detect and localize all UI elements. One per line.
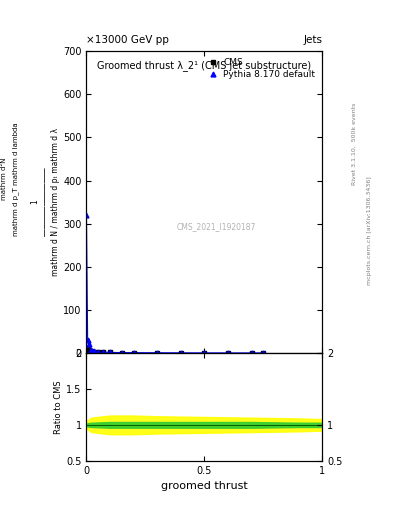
CMS bbox=[119, 350, 124, 356]
Y-axis label: Ratio to CMS: Ratio to CMS bbox=[55, 380, 63, 434]
CMS bbox=[202, 350, 207, 356]
Pythia 8.170 default bbox=[226, 350, 230, 356]
CMS bbox=[249, 350, 254, 356]
Pythia 8.170 default bbox=[261, 350, 266, 356]
CMS bbox=[96, 349, 101, 355]
CMS bbox=[261, 350, 266, 356]
Text: Groomed thrust λ_2¹ (CMS jet substructure): Groomed thrust λ_2¹ (CMS jet substructur… bbox=[97, 60, 311, 71]
Pythia 8.170 default bbox=[86, 342, 91, 348]
Pythia 8.170 default bbox=[155, 350, 160, 356]
Pythia 8.170 default bbox=[178, 350, 183, 356]
Y-axis label: 1
―――――――――
mathrm d N / mathrm d pₜ mathrm d λ: 1 ――――――――― mathrm d N / mathrm d pₜ mat… bbox=[31, 128, 60, 276]
CMS bbox=[226, 350, 230, 356]
X-axis label: groomed thrust: groomed thrust bbox=[161, 481, 248, 491]
CMS bbox=[86, 347, 91, 353]
Pythia 8.170 default bbox=[96, 349, 101, 355]
Text: Jets: Jets bbox=[303, 35, 322, 45]
Pythia 8.170 default bbox=[131, 350, 136, 356]
Pythia 8.170 default bbox=[119, 350, 124, 356]
CMS bbox=[91, 349, 96, 355]
CMS bbox=[178, 350, 183, 356]
Pythia 8.170 default bbox=[101, 349, 105, 355]
CMS bbox=[89, 348, 94, 354]
Text: Rivet 3.1.10,  500k events: Rivet 3.1.10, 500k events bbox=[352, 102, 357, 184]
CMS bbox=[155, 350, 160, 356]
CMS bbox=[85, 346, 90, 352]
Pythia 8.170 default bbox=[91, 348, 96, 354]
Pythia 8.170 default bbox=[108, 349, 112, 355]
Legend: CMS, Pythia 8.170 default: CMS, Pythia 8.170 default bbox=[203, 56, 318, 82]
Line: CMS: CMS bbox=[85, 346, 266, 355]
Line: Pythia 8.170 default: Pythia 8.170 default bbox=[84, 212, 266, 355]
Pythia 8.170 default bbox=[249, 350, 254, 356]
Pythia 8.170 default bbox=[84, 212, 89, 218]
Pythia 8.170 default bbox=[89, 347, 94, 353]
CMS bbox=[101, 349, 105, 355]
Text: mathrm d²N: mathrm d²N bbox=[1, 158, 7, 201]
Text: CMS_2021_I1920187: CMS_2021_I1920187 bbox=[176, 222, 256, 231]
CMS bbox=[108, 349, 112, 355]
Pythia 8.170 default bbox=[202, 350, 207, 356]
CMS bbox=[131, 350, 136, 356]
Pythia 8.170 default bbox=[85, 337, 90, 343]
Text: mcplots.cern.ch [arXiv:1306.3436]: mcplots.cern.ch [arXiv:1306.3436] bbox=[367, 176, 373, 285]
Text: ×13000 GeV pp: ×13000 GeV pp bbox=[86, 35, 169, 45]
Text: mathrm d p_T mathrm d lambda: mathrm d p_T mathrm d lambda bbox=[12, 122, 19, 236]
